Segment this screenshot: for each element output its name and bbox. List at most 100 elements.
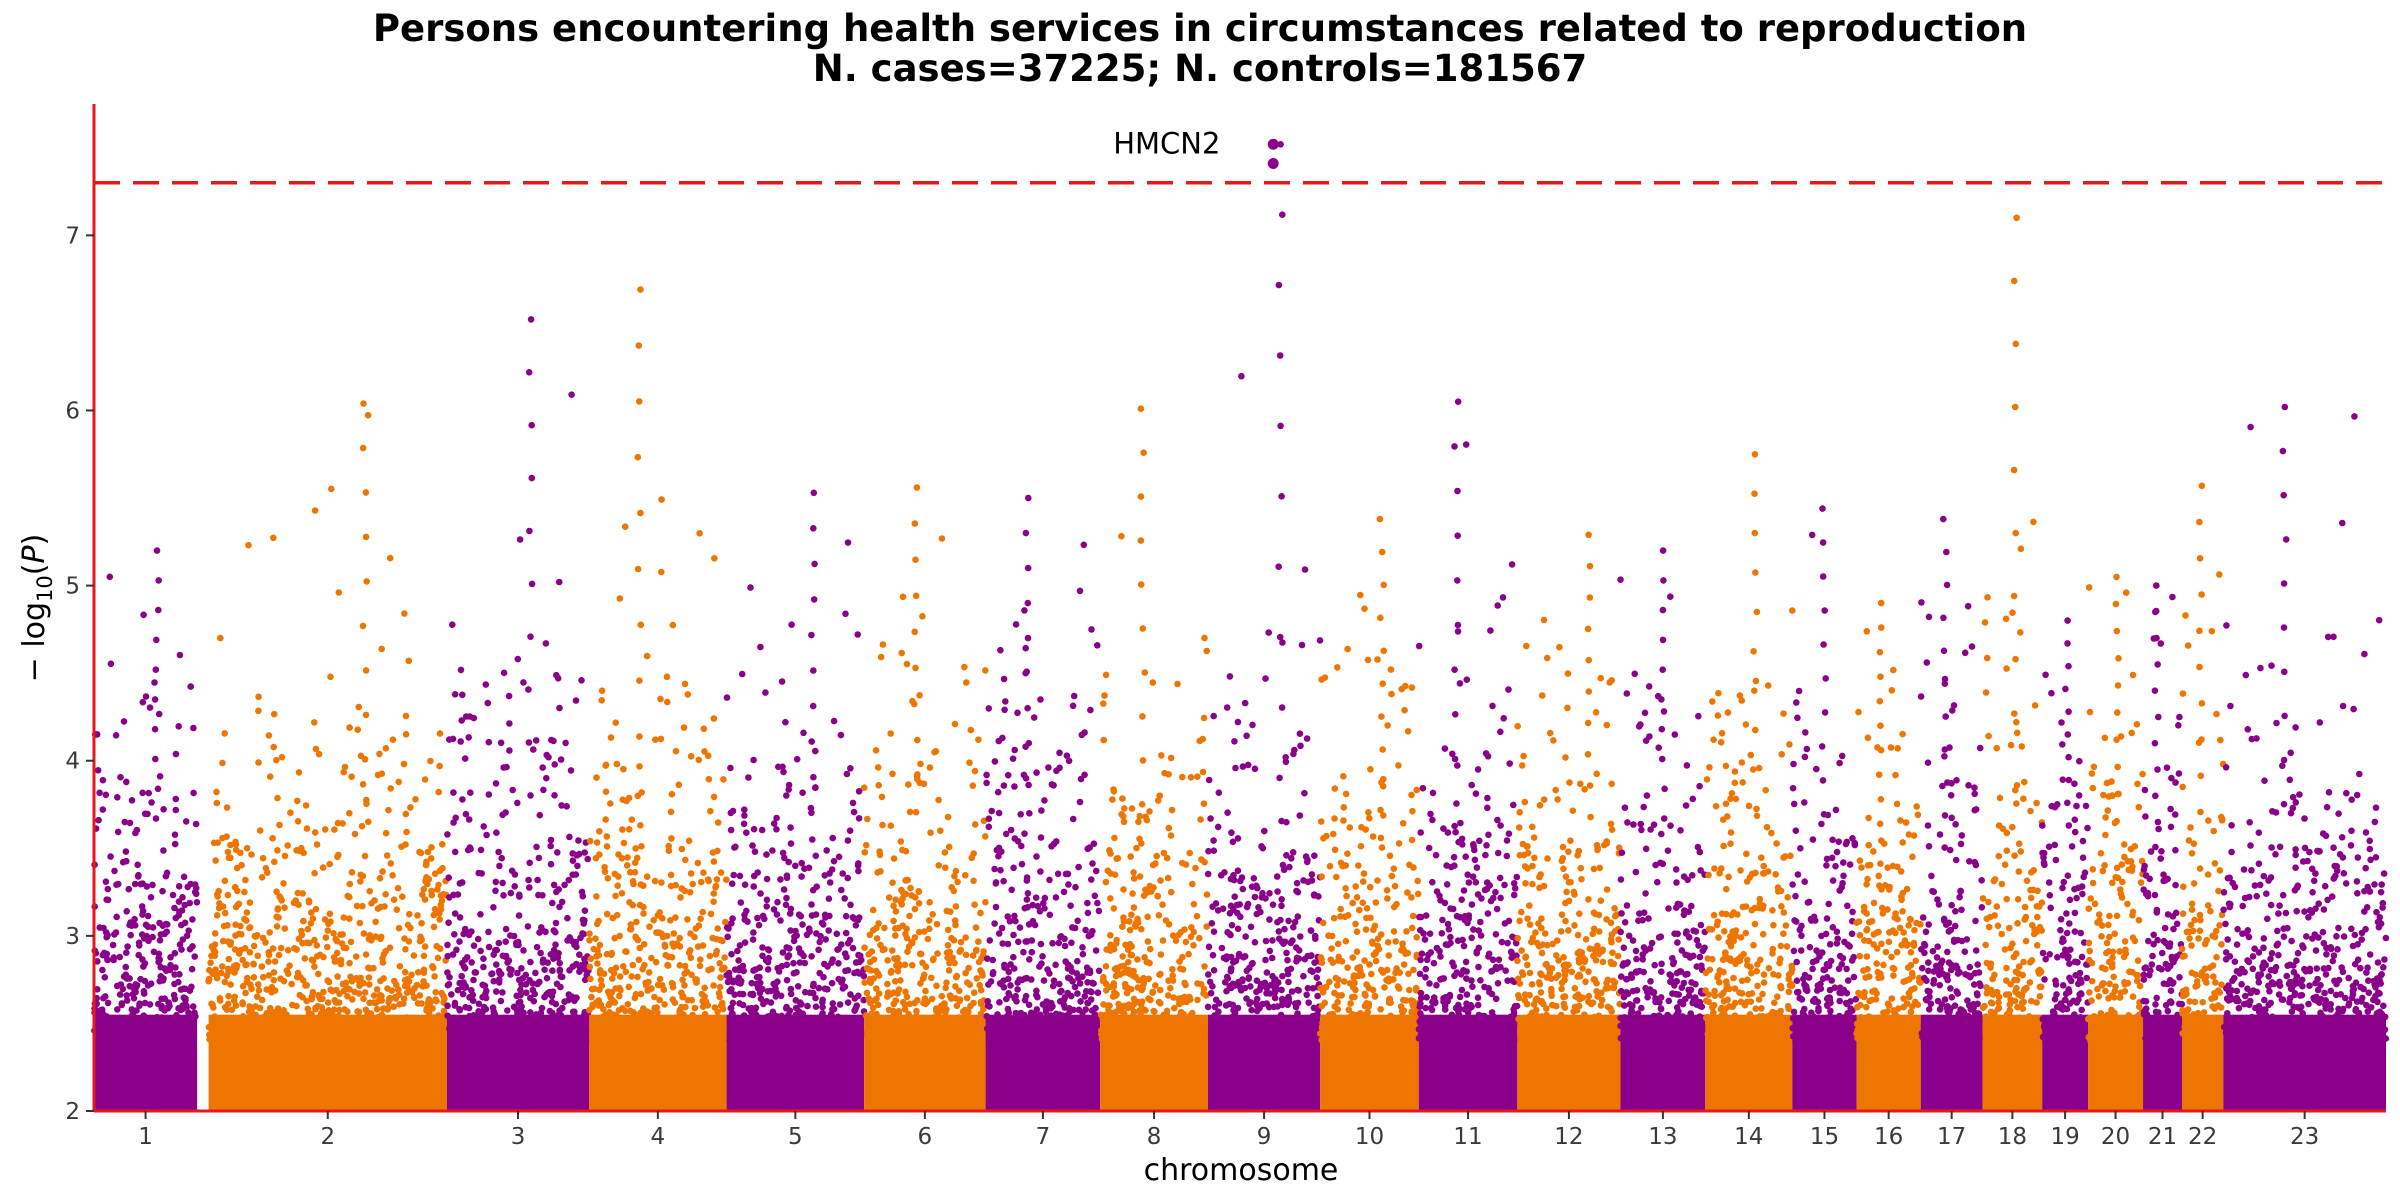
snp-point — [1092, 867, 1100, 875]
snp-point — [1250, 875, 1258, 882]
snp-point — [1530, 834, 1538, 841]
snp-point — [912, 556, 919, 563]
snp-point — [1100, 1034, 1108, 1041]
snp-point — [569, 857, 577, 864]
snp-point — [944, 942, 952, 949]
snp-point — [227, 841, 234, 849]
snp-point — [294, 969, 302, 977]
snp-point — [1492, 995, 1500, 1003]
snp-point — [1015, 938, 1022, 946]
snp-point — [1595, 911, 1603, 919]
snp-point — [819, 1010, 826, 1017]
snp-point — [1603, 886, 1611, 893]
snp-point — [1113, 1023, 1120, 1031]
snp-point — [172, 750, 180, 758]
snp-point — [1010, 953, 1017, 961]
snp-point — [213, 799, 221, 807]
snp-point — [477, 911, 484, 918]
snp-point — [1214, 1033, 1222, 1040]
snp-point — [701, 1010, 709, 1018]
snp-point — [1067, 902, 1074, 909]
snp-point — [1510, 880, 1518, 887]
snp-point — [405, 657, 413, 665]
snp-point — [1146, 945, 1154, 953]
snp-point — [106, 1016, 114, 1024]
snp-point — [713, 1031, 721, 1039]
snp-point — [328, 485, 335, 493]
snp-point — [382, 947, 390, 955]
snp-point — [1475, 927, 1482, 934]
snp-point — [1136, 873, 1144, 880]
snp-point — [1127, 853, 1134, 860]
snp-point — [1293, 879, 1301, 887]
snp-point — [1584, 719, 1592, 727]
snp-point — [881, 924, 888, 932]
snp-point — [782, 718, 789, 726]
snp-point — [919, 613, 926, 620]
snp-point — [1301, 566, 1309, 573]
snp-point — [741, 911, 748, 919]
snp-point — [516, 1028, 523, 1036]
snp-point — [614, 882, 621, 889]
snp-point — [1146, 959, 1153, 967]
snp-point — [1379, 746, 1386, 753]
snp-point — [1330, 830, 1337, 838]
snp-point — [629, 901, 637, 909]
snp-point — [769, 847, 776, 854]
snp-point — [1052, 894, 1060, 901]
snp-point — [1397, 1003, 1405, 1010]
snp-point — [819, 1003, 826, 1011]
snp-point — [1593, 841, 1601, 849]
snp-point — [215, 1018, 222, 1025]
snp-point — [952, 867, 960, 875]
snp-point — [1529, 880, 1536, 888]
snp-point — [414, 1000, 422, 1007]
snp-point — [577, 934, 584, 942]
snp-point — [938, 1002, 945, 1010]
snp-point — [264, 1026, 271, 1034]
snp-point — [117, 981, 125, 988]
snp-point — [1451, 822, 1458, 830]
snp-point — [1206, 978, 1214, 986]
chromosome-6-points — [860, 484, 989, 1111]
snp-point — [94, 986, 101, 993]
snp-point — [241, 888, 248, 896]
snp-point — [1368, 970, 1375, 978]
snp-point — [1186, 849, 1193, 857]
snp-point — [1563, 967, 1570, 974]
snp-point — [359, 872, 367, 880]
snp-point — [852, 1005, 859, 1012]
snp-point — [1379, 969, 1387, 976]
snp-point — [877, 868, 884, 875]
snp-point — [1534, 1012, 1541, 1020]
snp-point — [171, 980, 178, 988]
snp-point — [462, 982, 469, 990]
snp-point — [727, 826, 735, 834]
snp-point — [581, 907, 589, 914]
snp-point — [153, 1036, 161, 1043]
snp-point — [1493, 905, 1501, 913]
snp-point — [403, 828, 410, 836]
snp-point — [351, 830, 359, 838]
snp-point — [1218, 944, 1226, 952]
snp-point — [628, 1036, 635, 1044]
snp-point — [410, 952, 418, 959]
snp-point — [1099, 1015, 1106, 1022]
snp-point — [982, 667, 989, 674]
snp-point — [1391, 882, 1399, 890]
snp-point — [350, 1031, 358, 1038]
snp-point — [920, 974, 927, 982]
snp-point — [1189, 880, 1196, 888]
snp-point — [1601, 841, 1608, 849]
snp-point — [917, 760, 924, 768]
snp-point — [820, 1019, 827, 1026]
snp-point — [386, 554, 394, 562]
snp-point — [1308, 871, 1316, 878]
snp-point — [847, 901, 854, 909]
snp-point — [152, 755, 159, 763]
snp-point — [586, 963, 594, 971]
snp-point — [362, 533, 370, 541]
snp-point — [860, 972, 868, 980]
snp-point — [1501, 1020, 1508, 1027]
snp-point — [1140, 981, 1147, 988]
